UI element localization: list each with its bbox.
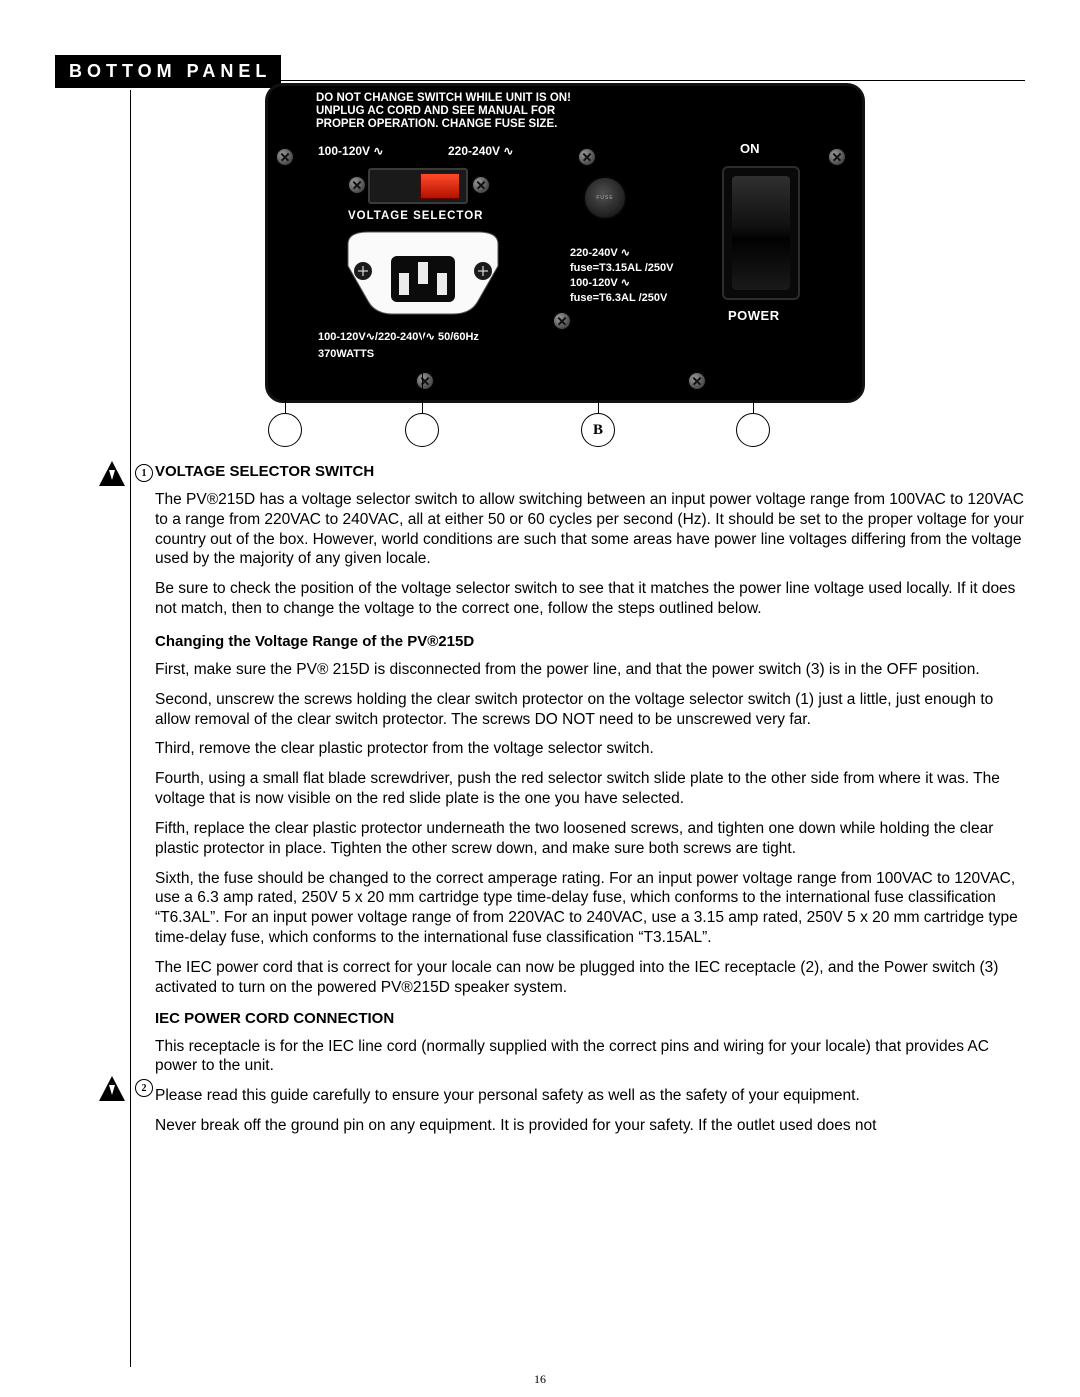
section-title: BOTTOM PANEL [55, 55, 281, 88]
section-number-1: 1 [135, 464, 153, 482]
callout-line [598, 325, 599, 413]
warn-l3: PROPER OPERATION. CHANGE FUSE SIZE. [316, 118, 557, 130]
screw-icon [276, 148, 294, 166]
callout-circle-3 [736, 413, 770, 447]
screw-icon [416, 372, 434, 390]
para: Fourth, using a small flat blade screwdr… [155, 769, 1025, 809]
para: Be sure to check the position of the vol… [155, 579, 1025, 619]
voltage-hz-line: 100-120V∿/220-240V∿ 50/60Hz [318, 330, 479, 343]
screw-icon [348, 176, 366, 194]
para: Fifth, replace the clear plastic protect… [155, 819, 1025, 859]
page-number: 16 [534, 1372, 546, 1387]
fuse-spec-text: 220-240V ∿ fuse=T3.15AL /250V 100-120V ∿… [570, 246, 673, 305]
para: Sixth, the fuse should be changed to the… [155, 869, 1025, 948]
voltage-selector-label: VOLTAGE SELECTOR [348, 210, 483, 222]
para: First, make sure the PV® 215D is disconn… [155, 660, 1025, 680]
para: Never break off the ground pin on any eq… [155, 1116, 1025, 1136]
callout-line [753, 350, 754, 413]
screw-icon [688, 372, 706, 390]
para: Third, remove the clear plastic protecto… [155, 739, 1025, 759]
callout-circle-b: B [581, 413, 615, 447]
watts-line: 370WATTS [318, 348, 374, 360]
voltage-left-label: 100-120V ∿ [318, 144, 383, 158]
content-left-rule [130, 90, 131, 1367]
content-body-2: IEC POWER CORD CONNECTION This receptacl… [155, 1010, 1025, 1136]
para: Second, unscrew the screws holding the c… [155, 690, 1025, 730]
section-number-2: 2 [135, 1079, 153, 1097]
para: The IEC power cord that is correct for y… [155, 958, 1025, 998]
fuse-inner-text: FUSE [596, 195, 613, 201]
callout-circle-1 [268, 413, 302, 447]
warn-l1: DO NOT CHANGE SWITCH WHILE UNIT IS ON! [316, 92, 571, 104]
device-panel: DO NOT CHANGE SWITCH WHILE UNIT IS ON! U… [265, 83, 865, 403]
para: The PV®215D has a voltage selector switc… [155, 490, 1025, 569]
para: This receptacle is for the IEC line cord… [155, 1037, 1025, 1077]
bottom-panel-illustration: DO NOT CHANGE SWITCH WHILE UNIT IS ON! U… [265, 83, 865, 443]
section2-title: IEC POWER CORD CONNECTION [155, 1010, 1025, 1027]
content-body: VOLTAGE SELECTOR SWITCH The PV®215D has … [155, 463, 1025, 998]
voltage-right-label: 220-240V ∿ [448, 144, 513, 158]
power-rocker-switch [722, 166, 800, 300]
screw-icon [578, 148, 596, 166]
screw-icon [828, 148, 846, 166]
screw-icon [472, 176, 490, 194]
warning-triangle-icon [98, 460, 126, 488]
panel-warning: DO NOT CHANGE SWITCH WHILE UNIT IS ON! U… [316, 92, 571, 132]
rocker-face [732, 176, 790, 290]
voltage-selector-switch [368, 168, 468, 204]
power-label: POWER [728, 308, 780, 323]
callout-line [422, 325, 423, 413]
warn-l2: UNPLUG AC CORD AND SEE MANUAL FOR [316, 105, 555, 117]
section1-subtitle: Changing the Voltage Range of the PV®215… [155, 633, 1025, 650]
screw-icon [553, 312, 571, 330]
selector-slide-red [420, 173, 460, 199]
iec-inlet-icon [333, 226, 513, 326]
section-title-rule [281, 80, 1025, 81]
callout-line [285, 203, 286, 413]
para: Please read this guide carefully to ensu… [155, 1086, 1025, 1106]
fuse-holder-icon: FUSE [583, 176, 627, 220]
section1-title: VOLTAGE SELECTOR SWITCH [155, 463, 1025, 480]
on-label: ON [740, 141, 760, 156]
callout-circle-2 [405, 413, 439, 447]
warning-triangle-icon [98, 1075, 126, 1103]
